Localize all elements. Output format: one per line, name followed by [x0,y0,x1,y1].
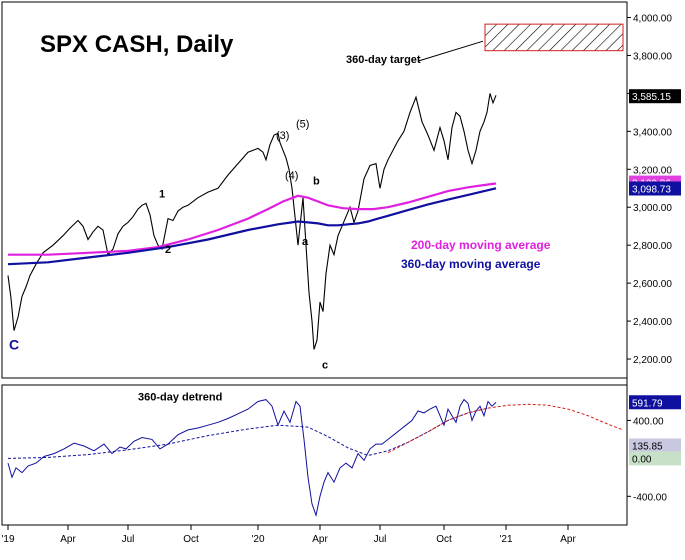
series-line-2 [387,403,624,454]
detrend-annotation: 360-day detrend [138,392,222,404]
chart-title: SPX CASH, Daily [40,31,234,58]
series-line-0 [7,398,497,518]
x-tick-label: '20 [251,534,264,545]
price-tick-label: 3,000.00 [633,203,672,214]
series-line-1 [7,407,489,459]
target-box [484,23,624,52]
x-tick-label: Oct [183,534,199,545]
x-tick-label: Apr [312,534,328,545]
price-tick-label: 2,400.00 [633,317,672,328]
detrend-value-tag-bg [629,451,681,466]
price-value-tag: 3,098.73 [632,184,671,195]
x-tick-label: Oct [436,534,452,545]
price-tick-label: 4,000.00 [633,13,672,24]
detrend-tick-label: 400.00 [633,416,664,427]
x-axis: '19 Apr Jul Oct '20 Apr Jul Oct '21 Apr [1,524,627,545]
price-tick-label: 2,200.00 [633,355,672,366]
series-line-1 [8,182,497,256]
detrend-value-tag-bg [629,438,681,453]
x-tick-label: '21 [499,534,512,545]
x-tick-label: Apr [60,534,76,545]
price-panel: 4,000.003,800.003,600.003,400.003,200.00… [1,1,681,525]
price-annotation: c [322,360,328,372]
price-annotation: a [302,236,309,248]
price-annotation: b [313,175,320,187]
price-annotation: (4) [285,170,298,182]
series-line-0 [7,93,497,350]
detrend-value-tag: 591.79 [632,398,663,409]
price-annotation: 360-day moving average [401,257,541,271]
detrend-value-tag-bg [629,395,681,410]
price-annotation: 200-day moving average [411,238,551,252]
detrend-value-tag: 135.85 [632,441,663,452]
x-tick-label: Jul [374,534,387,545]
price-annotation: (5) [296,119,309,131]
price-tick-label: 2,600.00 [633,279,672,290]
series-line-2 [7,187,497,266]
price-annotation: 1 [159,189,165,201]
x-tick-label: Apr [560,534,576,545]
detrend-value-tag: 0.00 [632,454,652,465]
price-annotation: 2 [165,244,171,256]
x-tick-label: '19 [1,534,14,545]
detrend-panel: 400.00 -400.00 360-day detrend 591.79 135.85… [1,384,681,526]
price-tick-label: 3,400.00 [633,127,672,138]
price-value-tag-bg [629,181,681,196]
price-tick-label: 3,200.00 [633,165,672,176]
x-tick-label: Jul [122,534,135,545]
price-annotation: (3) [276,130,289,142]
price-tick-label: 2,800.00 [633,241,672,252]
price-value-tag: 3,585.15 [632,92,671,103]
price-tick-label: 3,800.00 [633,51,672,62]
price-annotation: 360-day target [346,54,421,66]
target-pointer-line [417,40,484,62]
detrend-tick-label: -400.00 [633,492,667,503]
price-annotation: C [9,337,19,353]
price-value-tag-bg [629,89,681,104]
